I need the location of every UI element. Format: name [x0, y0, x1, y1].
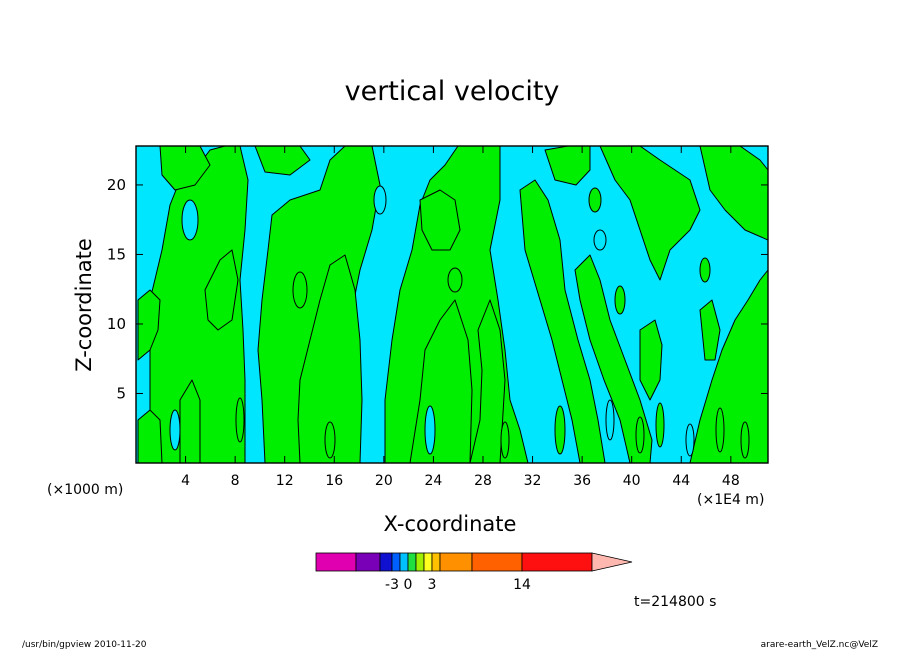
x-unit-label: (×1000 m)	[47, 482, 124, 498]
contour-blob-8	[324, 421, 336, 459]
x-tick-label: 32	[524, 473, 542, 489]
plot-area	[135, 145, 769, 464]
contour-region-6	[519, 179, 606, 463]
contour-region-20	[254, 146, 311, 176]
contour-blob-13	[635, 416, 645, 454]
chart-title: vertical velocity	[344, 76, 560, 107]
colorbar-segment	[431, 552, 441, 572]
contour-blob-1	[292, 271, 308, 309]
colorbar-segment	[407, 552, 417, 572]
x-tick-label: 44	[672, 473, 690, 489]
y-tick-label: 5	[116, 384, 126, 402]
contour-blob-12	[605, 399, 615, 441]
contour-region-12	[137, 409, 163, 463]
colorbar-segment	[315, 552, 357, 572]
y-tick-label: 20	[107, 176, 126, 194]
contour-region-14	[179, 379, 201, 463]
contour-region-13	[204, 249, 239, 331]
x-tick-label: 8	[231, 473, 240, 489]
contour-blob-2	[447, 267, 463, 293]
contour-region-8	[599, 146, 701, 281]
x-tick-label: 28	[474, 473, 492, 489]
x-tick-label: 4	[181, 473, 190, 489]
contour-region-19	[159, 146, 211, 191]
colorbar: -3 0 3 14	[315, 552, 633, 593]
colorbar-segment	[439, 552, 473, 572]
contour-region-15	[419, 189, 461, 251]
x-tick-label: 48	[722, 473, 740, 489]
contour-region-2	[297, 254, 363, 463]
contour-blob-18	[373, 185, 387, 215]
contour-blob-19	[588, 187, 602, 213]
contour-blob-16	[715, 407, 725, 453]
colorbar-segment	[521, 552, 593, 572]
colorbar-segment	[379, 552, 393, 572]
contour-blob-9	[424, 405, 436, 455]
contour-fill	[137, 146, 768, 463]
contour-blob-10	[500, 421, 510, 459]
contour-region-18	[699, 299, 721, 361]
contour-blob-15	[685, 423, 695, 457]
contour-region-10	[699, 146, 768, 241]
contour-blob-3	[593, 229, 607, 251]
footer-right: arare-earth_VelZ.nc@VelZ	[760, 640, 878, 650]
x-scale-label: (×1E4 m)	[697, 492, 765, 508]
contour-region-7	[574, 254, 653, 463]
y-axis: 5 10 15 20	[107, 176, 768, 402]
plot-frame	[135, 145, 769, 464]
contour-blob-7	[235, 397, 245, 443]
x-tick-label: 36	[573, 473, 591, 489]
contour-blob-6	[169, 409, 181, 451]
contour-blob-4	[614, 285, 626, 315]
y-tick-label: 10	[107, 315, 126, 333]
x-axis: 4 8 12 16 20 24 28 32 36 40 44 48	[181, 146, 740, 489]
x-tick-label: 12	[276, 473, 294, 489]
contour-blob-5	[699, 257, 711, 283]
colorbar-segment	[471, 552, 523, 572]
colorbar-tick-label: 3	[428, 577, 437, 593]
footer-left: /usr/bin/gpview 2010-11-20	[22, 640, 147, 650]
x-axis-label: X-coordinate	[383, 512, 517, 536]
colorbar-tick-label: -3	[385, 577, 399, 593]
colorbar-extension	[591, 552, 633, 572]
contour-region-0	[149, 146, 249, 463]
x-tick-label: 24	[424, 473, 442, 489]
colorbar-segment	[415, 552, 425, 572]
colorbar-segment	[399, 552, 409, 572]
colorbar-tick-label: 14	[513, 577, 531, 593]
colorbar-segment	[355, 552, 381, 572]
contour-blob-14	[655, 402, 665, 448]
contour-blob-11	[554, 405, 566, 455]
contour-region-11	[137, 289, 161, 361]
colorbar-segment	[423, 552, 433, 572]
contour-region-9	[689, 269, 768, 463]
y-tick-label: 15	[107, 245, 126, 263]
contour-region-17	[639, 319, 663, 401]
colorbar-tick-label: 0	[404, 577, 413, 593]
x-tick-label: 20	[375, 473, 393, 489]
x-tick-label: 16	[325, 473, 343, 489]
contour-blob-0	[181, 199, 199, 241]
contour-blob-17	[740, 421, 750, 459]
colorbar-segment	[391, 552, 401, 572]
x-tick-label: 40	[623, 473, 641, 489]
time-label: t=214800 s	[634, 594, 717, 610]
contour-region-16	[544, 146, 591, 186]
